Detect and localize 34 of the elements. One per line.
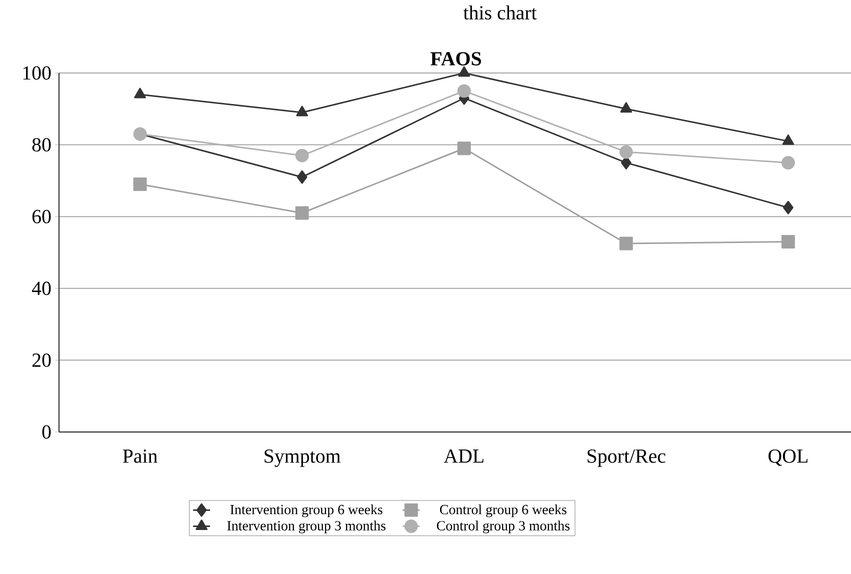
- x-tick-label: ADL: [444, 449, 484, 463]
- point: [295, 148, 309, 162]
- point: [296, 170, 308, 184]
- point: [134, 88, 146, 98]
- text: this chart: [463, 6, 537, 20]
- y-tick-label: 60: [32, 210, 51, 224]
- point: [458, 66, 470, 77]
- point: [781, 234, 795, 248]
- point: [781, 156, 795, 170]
- y-tick-label: 80: [32, 138, 51, 152]
- point: [296, 106, 308, 116]
- y-tick-label: 0: [42, 425, 51, 439]
- x-tick-label: Sport/Rec: [588, 449, 666, 467]
- legend-label: Intervention group 6 weeks: [230, 504, 382, 518]
- x-tick-label: Symptom: [264, 449, 341, 467]
- point: [133, 178, 147, 191]
- point: [619, 145, 633, 159]
- x-tick-label: Pain: [122, 449, 158, 463]
- y-tick-label: 100: [23, 66, 51, 80]
- legend-label: Control group 6 weeks: [440, 504, 566, 518]
- point: [620, 102, 632, 113]
- y-tick-label: 40: [32, 282, 51, 296]
- legend-label: Control group 3 months: [436, 520, 570, 534]
- y-tick-label: 20: [32, 353, 51, 367]
- point: [782, 134, 794, 145]
- chart-title: FAOS: [430, 52, 481, 66]
- point: [457, 84, 471, 98]
- legend-label: Intervention group 3 months: [227, 520, 386, 534]
- point: [782, 200, 794, 214]
- point: [295, 206, 309, 220]
- point: [619, 236, 633, 250]
- point: [457, 142, 471, 156]
- x-tick-label: QOL: [768, 449, 808, 466]
- point: [620, 156, 632, 170]
